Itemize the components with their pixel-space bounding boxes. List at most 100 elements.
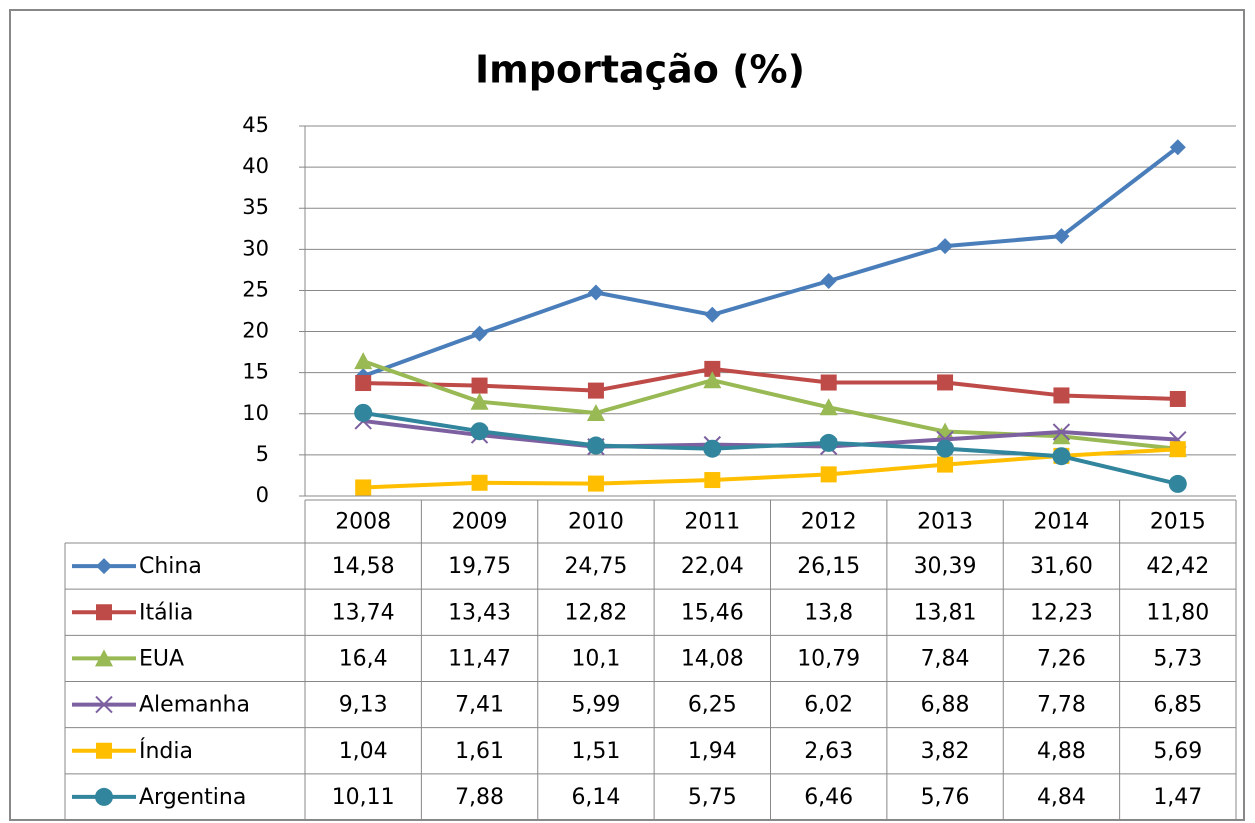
data-point: [586, 436, 605, 455]
table-cell: 6,14: [571, 785, 620, 810]
table-cell: 11,47: [448, 646, 511, 671]
x-tick-label: 2011: [684, 510, 740, 535]
legend-label: Argentina: [139, 785, 246, 810]
data-point: [1169, 139, 1186, 156]
data-point: [471, 377, 488, 394]
data-point: [587, 382, 604, 399]
y-tick-label: 10: [242, 401, 269, 425]
series-line: [362, 145, 1180, 378]
table-cell: 12,82: [564, 600, 627, 625]
y-tick-label: 40: [242, 154, 269, 178]
data-point: [354, 352, 373, 370]
table-cell: 13,8: [804, 600, 853, 625]
legend-marker: [96, 558, 112, 575]
table-cell: 19,75: [448, 554, 511, 579]
table-cell: 14,58: [332, 554, 395, 579]
table-cell: 14,08: [681, 646, 744, 671]
y-tick-label: 5: [256, 442, 269, 466]
data-point: [586, 403, 605, 421]
data-point: [355, 375, 372, 392]
data-point: [471, 325, 488, 342]
chart-title: Importação (%): [475, 48, 805, 92]
legend-marker: [95, 695, 113, 714]
data-point: [355, 479, 372, 496]
table-cell: 7,78: [1037, 693, 1086, 718]
data-point: [703, 439, 722, 458]
table-cell: 6,02: [804, 693, 853, 718]
data-point: [820, 466, 837, 483]
y-tick-label: 35: [242, 195, 269, 219]
data-point: [1169, 390, 1186, 407]
table-cell: 10,79: [797, 646, 860, 671]
x-tick-label: 2009: [452, 510, 508, 535]
table-cell: 5,73: [1153, 646, 1202, 671]
table-cell: 1,61: [455, 739, 504, 764]
data-point: [936, 439, 955, 458]
table-cell: 9,13: [339, 693, 388, 718]
table-cell: 42,42: [1146, 554, 1209, 579]
legend-label: Alemanha: [139, 693, 250, 718]
data-point: [820, 374, 837, 391]
table-cell: 1,94: [688, 739, 737, 764]
legend-marker: [95, 787, 113, 806]
legend-label: EUA: [139, 646, 184, 671]
table-cell: 13,81: [914, 600, 977, 625]
data-point: [703, 371, 722, 389]
data-point: [1053, 387, 1070, 404]
data-point: [819, 398, 838, 416]
table-cell: 6,85: [1153, 693, 1202, 718]
data-point: [587, 284, 604, 301]
table-cell: 3,82: [921, 739, 970, 764]
x-tick-label: 2013: [917, 510, 973, 535]
series-line: [362, 410, 1179, 486]
table-cell: 31,60: [1030, 554, 1093, 579]
series-line: [363, 366, 1178, 401]
x-tick-label: 2008: [335, 510, 391, 535]
table-cell: 4,88: [1037, 739, 1086, 764]
data-point: [1053, 228, 1070, 245]
y-tick-label: 25: [242, 277, 269, 301]
table-cell: 7,26: [1037, 646, 1086, 671]
data-point: [1168, 474, 1187, 493]
table-cell: 10,1: [571, 646, 620, 671]
data-point: [470, 392, 489, 410]
data-point: [704, 472, 721, 489]
table-cell: 22,04: [681, 554, 744, 579]
table-cell: 13,74: [332, 600, 395, 625]
table-cell: 10,11: [332, 785, 395, 810]
y-tick-label: 15: [242, 360, 269, 384]
table-cell: 5,75: [688, 785, 737, 810]
legend-marker: [96, 604, 112, 621]
table-cell: 1,47: [1153, 785, 1202, 810]
chart-border: [9, 9, 1245, 821]
table-cell: 7,88: [455, 785, 504, 810]
x-tick-label: 2014: [1033, 510, 1089, 535]
data-point: [704, 360, 721, 377]
legend-label: Índia: [139, 738, 193, 764]
y-tick-label: 45: [242, 113, 269, 137]
data-point: [937, 238, 954, 255]
table-cell: 30,39: [914, 554, 977, 579]
data-point: [704, 306, 721, 323]
table-cell: 6,46: [804, 785, 853, 810]
y-tick-label: 30: [242, 236, 269, 260]
table-cell: 6,25: [688, 693, 737, 718]
table-cell: 12,23: [1030, 600, 1093, 625]
x-tick-label: 2015: [1150, 510, 1206, 535]
series-line: [362, 359, 1179, 451]
table-cell: 24,75: [564, 554, 627, 579]
legend-marker: [96, 742, 112, 759]
table-cell: 1,04: [339, 739, 388, 764]
table-cell: 16,4: [339, 646, 388, 671]
data-point: [587, 475, 604, 492]
legend-label: China: [139, 554, 202, 579]
table-cell: 5,69: [1153, 739, 1202, 764]
table-cell: 11,80: [1146, 600, 1209, 625]
table-cell: 7,84: [921, 646, 970, 671]
table-cell: 13,43: [448, 600, 511, 625]
y-tick-label: 0: [256, 483, 269, 507]
data-point: [1169, 441, 1186, 458]
legend-label: Itália: [139, 600, 193, 625]
table-cell: 5,99: [571, 693, 620, 718]
